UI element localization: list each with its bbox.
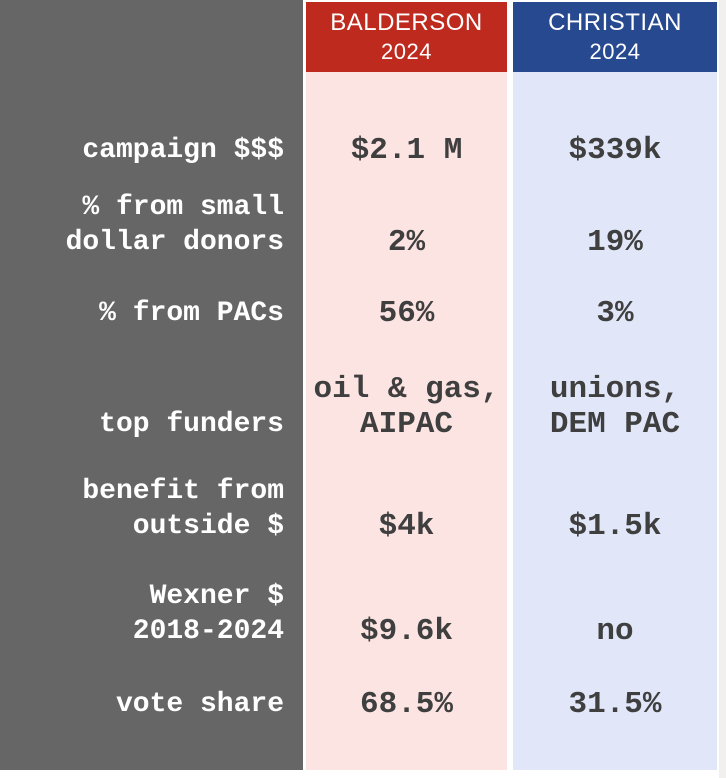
balderson-outside-money: $4k: [378, 509, 435, 544]
balderson-from-pacs: 56%: [378, 296, 435, 331]
row-label-from-pacs: % from PACs: [99, 298, 284, 329]
balderson-candidate-name: BALDERSON: [330, 9, 483, 36]
christian-header: CHRISTIAN 2024: [513, 2, 717, 72]
balderson-header: BALDERSON 2024: [306, 2, 507, 72]
balderson-small-dollar-donors: 2%: [387, 225, 426, 260]
christian-outside-money: $1.5k: [568, 509, 662, 544]
christian-candidate-year: 2024: [589, 39, 641, 64]
balderson-candidate-year: 2024: [381, 39, 432, 64]
christian-candidate-name: CHRISTIAN: [548, 9, 682, 36]
row-label-outside-money: benefit from outside $: [82, 476, 284, 542]
header-spacer: [0, 0, 303, 72]
right-edge-strip: [719, 0, 726, 778]
christian-vote-share: 31.5%: [568, 687, 662, 722]
christian-wexner-money: no: [596, 614, 634, 649]
row-label-campaign-money: campaign $$$: [82, 135, 284, 166]
balderson-wexner-money: $9.6k: [359, 614, 453, 649]
row-label-vote-share: vote share: [115, 689, 284, 720]
balderson-top-funders: oil & gas, AIPAC: [313, 372, 500, 442]
balderson-vote-share: 68.5%: [359, 687, 453, 722]
row-labels-column: campaign $$$ % from small dollar donors …: [0, 0, 303, 770]
row-label-small-dollar-donors: % from small dollar donors: [65, 192, 284, 258]
row-label-top-funders: top funders: [99, 409, 284, 440]
balderson-values: $2.1 M 2% 56% oil & gas, AIPAC $4k $9.6k…: [306, 72, 507, 770]
christian-column: CHRISTIAN 2024 $339k 19% 3% unions, DEM …: [513, 0, 717, 770]
balderson-column: BALDERSON 2024 $2.1 M 2% 56% oil & gas, …: [306, 0, 507, 770]
christian-top-funders: unions, DEM PAC: [549, 372, 681, 442]
christian-values: $339k 19% 3% unions, DEM PAC $1.5k no 31…: [513, 72, 717, 770]
christian-campaign-money: $339k: [568, 133, 662, 168]
balderson-campaign-money: $2.1 M: [350, 133, 463, 168]
row-label-wexner-money: Wexner $ 2018-2024: [132, 581, 284, 647]
christian-small-dollar-donors: 19%: [587, 225, 643, 260]
christian-from-pacs: 3%: [596, 296, 634, 331]
